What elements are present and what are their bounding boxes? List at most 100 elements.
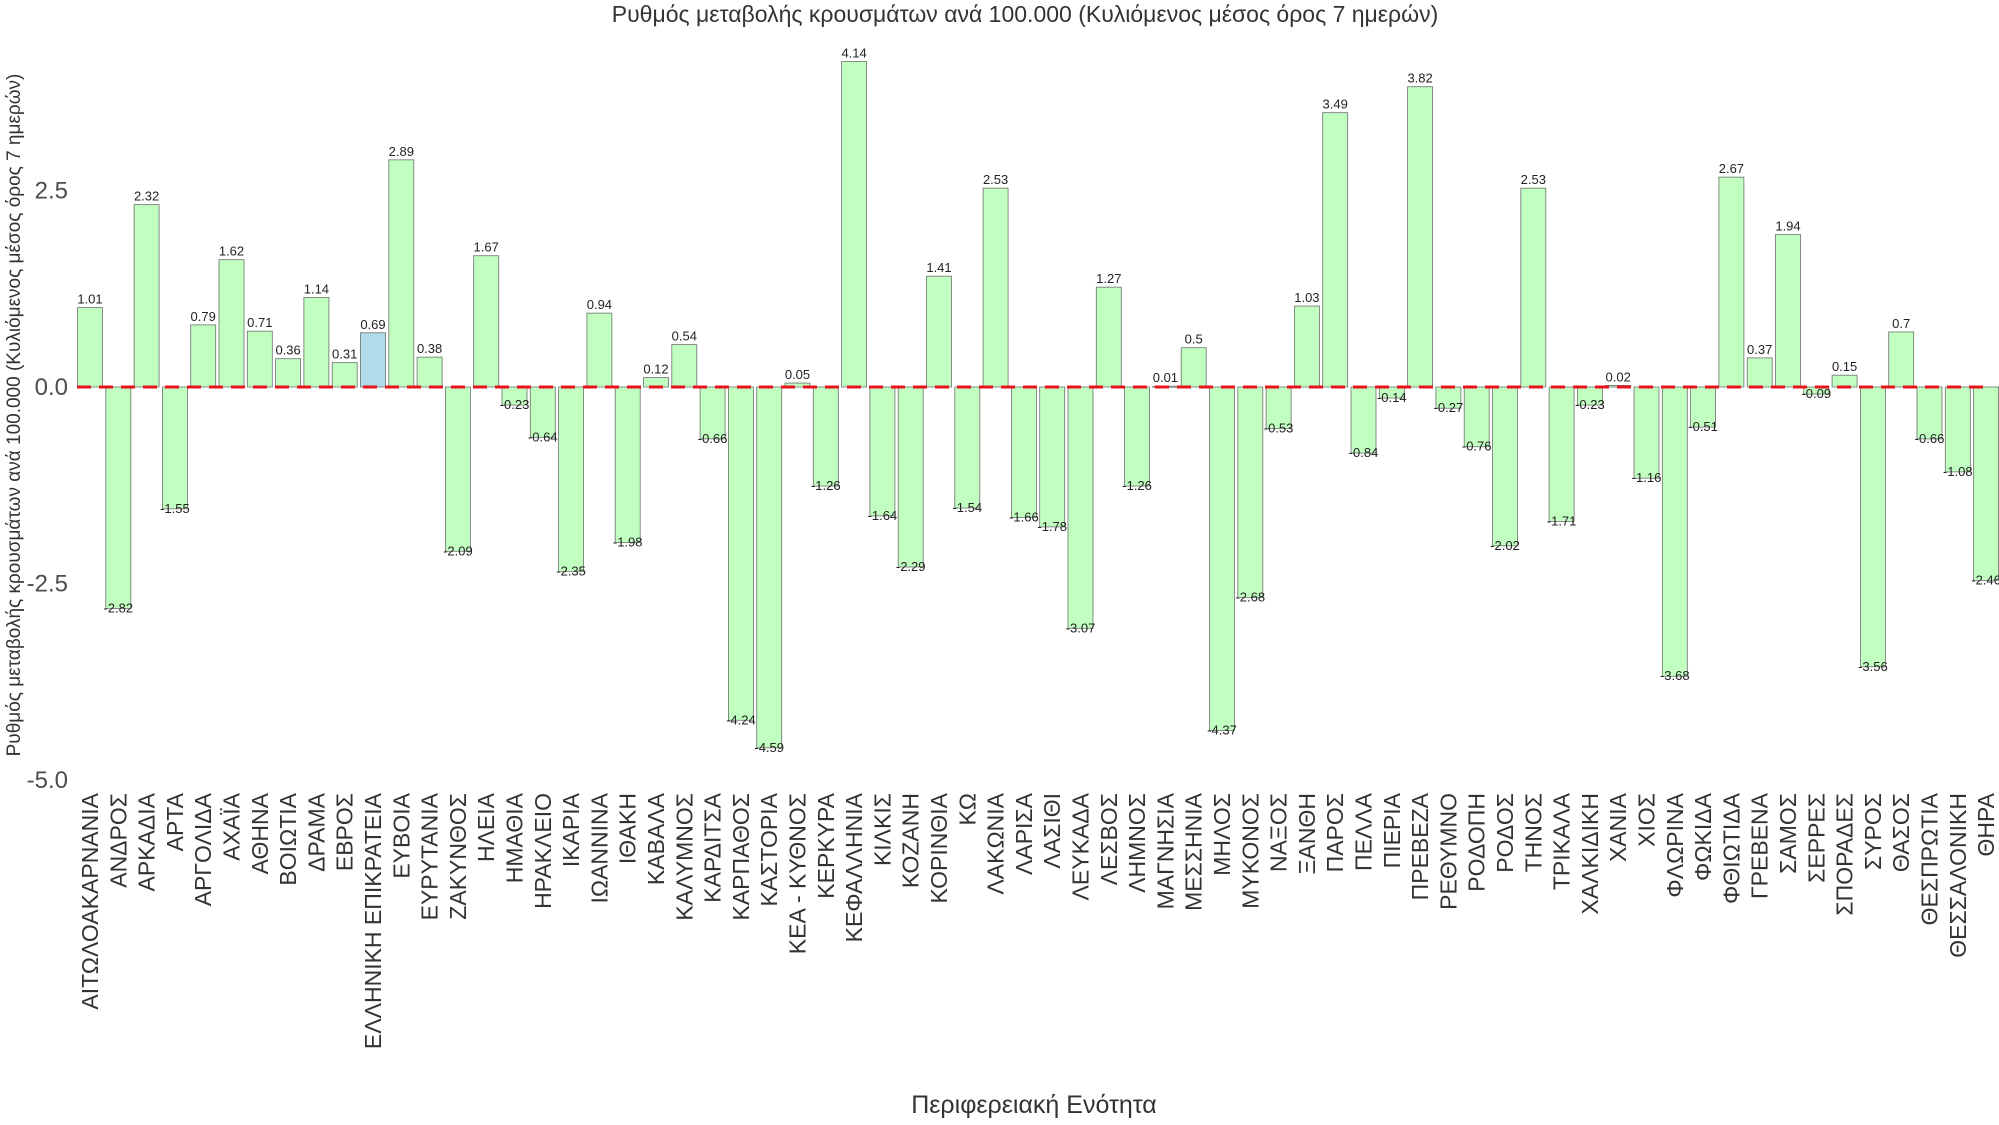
bar xyxy=(1463,386,1490,448)
data-label: 1.41 xyxy=(926,260,951,275)
x-tick-label: ΤΡΙΚΑΛΑ xyxy=(1549,792,1575,890)
data-label: -0.64 xyxy=(528,429,558,444)
data-label: 2.53 xyxy=(1521,172,1546,187)
x-tick-label: ΕΛΛΗΝΙΚΗ ΕΠΙΚΡΑΤΕΙΑ xyxy=(360,792,386,1049)
x-tick-label: ΦΛΩΡΙΝΑ xyxy=(1662,792,1688,897)
bar xyxy=(1067,386,1094,629)
bar xyxy=(1124,386,1150,487)
data-label: -1.26 xyxy=(1122,478,1152,493)
x-tick-label: ΣΠΟΡΑΔΕΣ xyxy=(1832,793,1858,916)
x-tick-label: ΑΡΚΑΔΙΑ xyxy=(134,792,160,891)
data-label: -3.07 xyxy=(1066,620,1096,635)
x-tick-label: ΚΑΡΔΙΤΣΑ xyxy=(700,792,726,902)
x-tick-label: ΛΗΜΝΟΣ xyxy=(1124,793,1150,893)
bar xyxy=(1775,234,1801,388)
y-tick-label: 0.0 xyxy=(35,374,68,401)
chart-title: Ρυθμός μεταβολής κρουσμάτων ανά 100.000 … xyxy=(612,1,1439,27)
x-tick-label: ΚΟΡΙΝΘΙΑ xyxy=(926,792,952,903)
data-label: -2.35 xyxy=(556,564,586,579)
data-label: -4.37 xyxy=(1207,722,1237,737)
bar xyxy=(1746,357,1773,388)
bar xyxy=(1180,347,1207,388)
bar xyxy=(77,307,103,388)
bar xyxy=(1492,386,1518,547)
data-label: -1.26 xyxy=(811,478,841,493)
x-tick-label: ΜΕΣΣΗΝΙΑ xyxy=(1181,792,1207,911)
data-label: 0.7 xyxy=(1892,316,1910,331)
bar xyxy=(1973,386,1999,581)
data-label: -0.66 xyxy=(1915,431,1945,446)
data-label: -0.23 xyxy=(1575,397,1605,412)
x-tick-label: ΕΥΡΥΤΑΝΙΑ xyxy=(417,792,443,920)
x-tick-label: ΗΡΑΚΛΕΙΟ xyxy=(530,793,556,909)
x-tick-label: ΜΥΚΟΝΟΣ xyxy=(1237,793,1263,909)
bar xyxy=(1039,386,1066,528)
y-axis-title: Ρυθμός μεταβολής κρουσμάτων ανά 100.000 … xyxy=(4,74,25,757)
x-tick-label: ΡΟΔΟΣ xyxy=(1492,793,1518,873)
data-label: 0.01 xyxy=(1153,370,1178,385)
bar xyxy=(1011,386,1037,518)
bar xyxy=(812,386,839,487)
data-label: -2.82 xyxy=(103,601,133,616)
bars-group xyxy=(77,61,1999,749)
data-label: 3.82 xyxy=(1407,71,1432,86)
x-tick-label: ΕΥΒΟΙΑ xyxy=(388,792,414,878)
x-tick-label: ΒΟΙΩΤΙΑ xyxy=(275,792,301,885)
x-tick-label: ΚΕΑ - ΚΥΘΝΟΣ xyxy=(785,793,811,954)
bar xyxy=(1265,386,1292,430)
x-tick-label: ΚΑΡΠΑΘΟΣ xyxy=(728,793,754,921)
bar xyxy=(954,386,981,509)
x-tick-label: ΑΧΑΪΑ xyxy=(219,792,245,860)
data-label: 2.67 xyxy=(1719,161,1744,176)
bar xyxy=(1888,331,1915,388)
x-tick-label: ΑΡΤΑ xyxy=(162,792,188,851)
y-axis: -5.0 -2.5 0.0 2.5 xyxy=(27,178,68,795)
data-label: 0.5 xyxy=(1185,332,1203,347)
data-label: 0.05 xyxy=(785,367,810,382)
bar xyxy=(1944,386,1971,473)
bar xyxy=(784,382,811,388)
x-tick-label: ΝΑΞΟΣ xyxy=(1266,793,1292,872)
x-tick-label: ΑΝΔΡΟΣ xyxy=(105,793,131,888)
data-label: 0.31 xyxy=(332,347,357,362)
x-tick-label: ΛΕΣΒΟΣ xyxy=(1096,793,1122,885)
data-label: 1.03 xyxy=(1294,290,1319,305)
bar xyxy=(1831,374,1858,388)
data-label: -0.09 xyxy=(1801,386,1831,401)
bar xyxy=(161,386,188,510)
bar xyxy=(1633,386,1660,479)
x-tick-label: ΚΑΛΥΜΝΟΣ xyxy=(671,793,697,921)
x-tick-label: ΑΙΤΩΛΟΑΚΑΡΝΑΝΙΑ xyxy=(77,792,103,1009)
data-label: 0.54 xyxy=(672,329,697,344)
bar xyxy=(331,362,358,388)
data-label: 2.53 xyxy=(983,172,1008,187)
data-label: -3.68 xyxy=(1660,668,1690,683)
bar xyxy=(416,356,443,388)
bar xyxy=(1378,386,1405,399)
data-label: 2.32 xyxy=(134,189,159,204)
x-tick-label: ΧΑΛΚΙΔΙΚΗ xyxy=(1577,793,1603,914)
x-tick-label: ΘΕΣΣΑΛΟΝΙΚΗ xyxy=(1945,793,1971,958)
data-label: 3.49 xyxy=(1323,97,1348,112)
x-tick-label: ΚΙΛΚΙΣ xyxy=(869,793,895,866)
bar xyxy=(1690,386,1716,428)
data-label: -0.27 xyxy=(1434,400,1464,415)
x-tick-label: ΠΡΕΒΕΖΑ xyxy=(1407,792,1433,900)
x-tick-label: ΧΑΝΙΑ xyxy=(1605,792,1631,862)
x-tick-label: ΣΥΡΟΣ xyxy=(1860,793,1886,870)
data-label: 1.01 xyxy=(77,292,102,307)
bar xyxy=(1661,386,1688,677)
bar xyxy=(275,358,302,388)
bar xyxy=(1095,286,1122,388)
bar xyxy=(586,312,613,388)
data-label: -1.66 xyxy=(1009,509,1039,524)
data-label: -1.55 xyxy=(160,501,190,516)
data-label: -0.76 xyxy=(1462,439,1492,454)
data-label: -1.08 xyxy=(1943,464,1973,479)
data-label: 0.38 xyxy=(417,341,442,356)
data-label: -4.24 xyxy=(726,712,756,727)
x-tick-label: ΞΑΝΘΗ xyxy=(1294,793,1320,874)
x-tick-label: ΚΟΖΑΝΗ xyxy=(898,793,924,888)
x-tick-label: ΣΕΡΡΕΣ xyxy=(1803,793,1829,883)
bar xyxy=(699,386,726,440)
